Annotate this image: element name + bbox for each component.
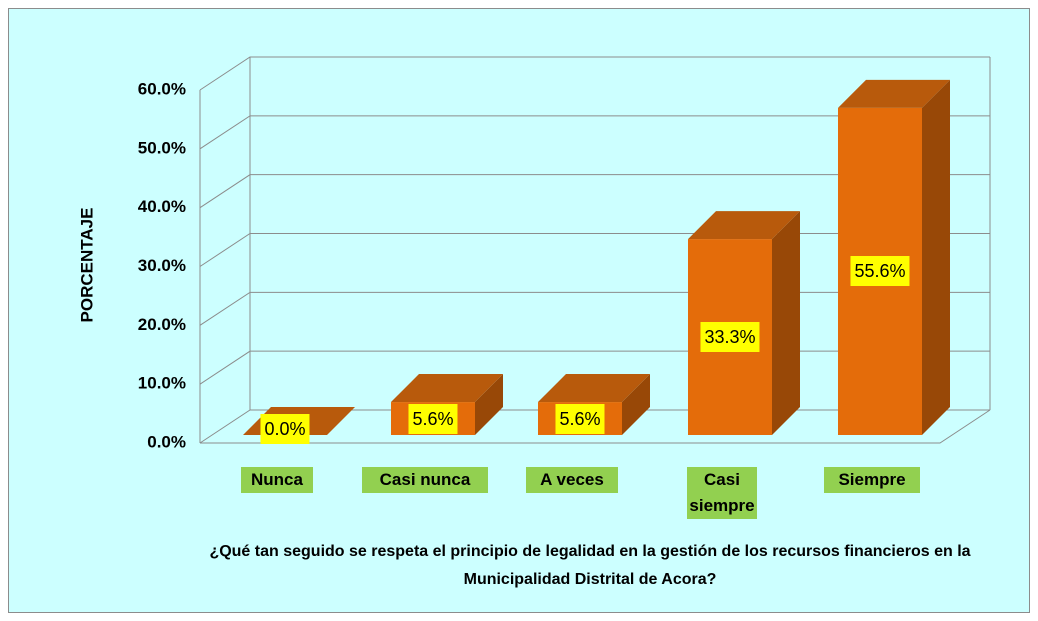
value-label: 5.6% — [408, 403, 458, 434]
bar-top — [538, 374, 650, 403]
y-axis-title: PORCENTAJE — [77, 208, 96, 323]
y-tick-label: 30.0% — [138, 256, 186, 275]
x-axis-title: ¿Qué tan seguido se respeta el principio… — [209, 543, 971, 588]
bar-side — [475, 374, 503, 435]
grid-line — [199, 56, 990, 91]
grid-line — [199, 174, 990, 209]
bar-top — [688, 211, 800, 240]
x-tick-label: Casi siempre — [687, 467, 757, 519]
y-tick-label: 50.0% — [138, 138, 186, 157]
y-tick-label: 0.0% — [147, 432, 186, 451]
y-tick-label: 60.0% — [138, 79, 186, 98]
x-tick-label: Nunca — [241, 467, 313, 493]
y-tick-label: 10.0% — [138, 374, 186, 393]
value-label: 5.6% — [555, 403, 605, 434]
grid-line — [199, 115, 990, 150]
bar-top — [391, 374, 503, 403]
y-tick-label: 20.0% — [138, 315, 186, 334]
bar-side — [622, 374, 650, 435]
value-label: 0.0% — [260, 414, 310, 444]
bar-side — [922, 79, 950, 436]
value-label: 55.6% — [850, 256, 910, 287]
bar-top — [838, 79, 950, 108]
x-tick-label: A veces — [526, 467, 618, 493]
bar-side — [772, 211, 800, 435]
x-tick-label: Siempre — [824, 467, 920, 493]
y-tick-label: 40.0% — [138, 197, 186, 216]
value-label: 33.3% — [700, 322, 760, 353]
floor-edge — [200, 409, 991, 444]
x-tick-label: Casi nunca — [362, 467, 488, 493]
